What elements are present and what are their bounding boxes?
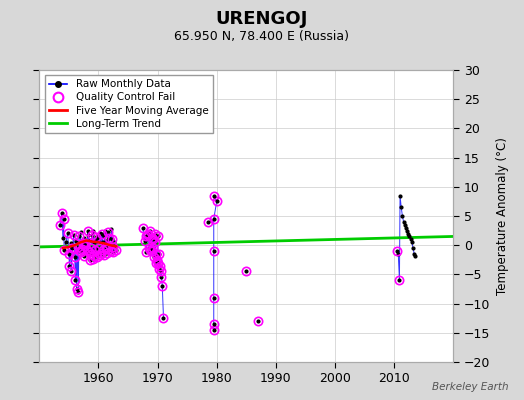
Text: URENGOJ: URENGOJ [216,10,308,28]
Text: 65.950 N, 78.400 E (Russia): 65.950 N, 78.400 E (Russia) [174,30,350,43]
Text: Berkeley Earth: Berkeley Earth [432,382,508,392]
Legend: Raw Monthly Data, Quality Control Fail, Five Year Moving Average, Long-Term Tren: Raw Monthly Data, Quality Control Fail, … [45,75,213,133]
Y-axis label: Temperature Anomaly (°C): Temperature Anomaly (°C) [496,137,509,295]
